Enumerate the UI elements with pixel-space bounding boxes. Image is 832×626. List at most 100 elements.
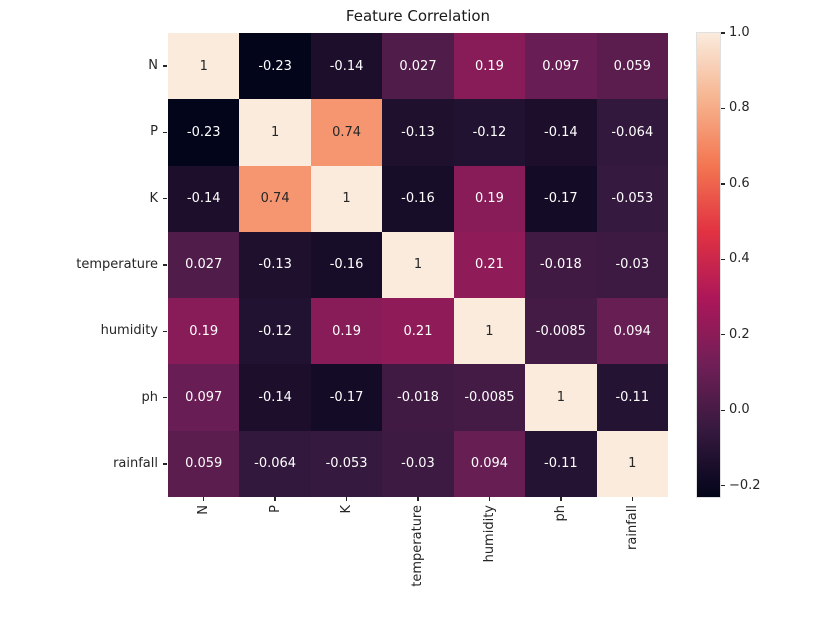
cell-value: -0.03 [615, 257, 650, 273]
x-tick-mark [274, 497, 276, 501]
cell-value: -0.14 [186, 191, 221, 207]
colorbar-tick-label: 1.0 [729, 25, 750, 40]
cell-value: 0.74 [260, 191, 290, 207]
colorbar-tick-mark [721, 409, 725, 411]
cell-value: 0.059 [613, 58, 651, 74]
heatmap-cell: 0.19 [168, 298, 240, 365]
heatmap-cell: -0.23 [168, 99, 240, 166]
y-tick-label: temperature [76, 257, 158, 272]
cell-value: 0.19 [189, 323, 219, 339]
cell-value: 1 [628, 456, 637, 472]
heatmap-cell: -0.17 [310, 364, 383, 431]
cell-value: 0.19 [474, 191, 504, 207]
heatmap-cell: 1 [168, 33, 240, 100]
x-tick-label-text: ph [553, 505, 569, 522]
heatmap-cell: -0.053 [310, 430, 383, 497]
cell-value: 1 [199, 58, 208, 74]
heatmap-cell: 1 [596, 430, 668, 497]
x-tick-label: K [311, 505, 382, 595]
heatmap-cell: -0.11 [596, 364, 668, 431]
colorbar-tick-mark [721, 484, 725, 487]
cell-value: -0.03 [401, 456, 435, 472]
heatmap-cell: 1 [310, 165, 383, 232]
heatmap-cell: -0.064 [596, 99, 668, 166]
x-tick-label-text: rainfall [624, 505, 640, 550]
heatmap-cell: -0.0085 [453, 364, 526, 431]
cell-value: -0.053 [325, 456, 368, 472]
cell-value: 0.097 [542, 58, 580, 74]
heatmap-cell: 1 [382, 231, 454, 299]
x-tick-mark [488, 497, 491, 501]
heatmap-cell: 0.19 [310, 298, 383, 365]
x-tick-label: ph [525, 505, 596, 595]
heatmap-cell: 0.74 [239, 165, 311, 232]
x-tick-mark [203, 497, 205, 501]
heatmap-grid: 1 -0.23 -0.14 0.027 0.19 0.097 0.059 -0.23 1 0.74… [168, 33, 668, 497]
cell-value: -0.11 [544, 456, 578, 472]
cell-value: 0.094 [470, 456, 509, 472]
cell-value: -0.12 [258, 323, 292, 339]
cell-value: 0.21 [403, 323, 433, 339]
x-tick-label: P [239, 505, 310, 595]
cell-value: 0.21 [474, 257, 504, 273]
cell-value: -0.053 [611, 191, 654, 207]
colorbar-tick-mark [721, 258, 725, 261]
y-tick-mark [163, 131, 167, 134]
heatmap-cell: 0.21 [382, 298, 454, 365]
colorbar-tick-mark [721, 183, 725, 185]
heatmap-cell: 1 [239, 99, 311, 166]
cell-value: -0.23 [186, 124, 221, 140]
heatmap-cell: -0.14 [310, 33, 383, 100]
cell-value: -0.0085 [464, 390, 515, 406]
heatmap-cell: 1 [525, 364, 597, 431]
heatmap-cell: 0.094 [453, 430, 526, 497]
heatmap-cell: 0.19 [453, 165, 526, 232]
cell-value: -0.17 [544, 191, 578, 207]
cell-value: 0.19 [332, 323, 362, 339]
x-tick-label: N [168, 505, 239, 595]
heatmap-cell: -0.064 [239, 430, 311, 497]
heatmap-cell: -0.053 [596, 165, 668, 232]
heatmap-cell: 0.094 [596, 298, 668, 365]
cell-value: -0.14 [329, 58, 364, 74]
cell-value: -0.13 [258, 257, 292, 273]
cell-value: -0.17 [329, 390, 364, 406]
colorbar-gradient [697, 33, 720, 497]
y-tick-label: humidity [100, 323, 158, 339]
heatmap-cell: 0.059 [596, 33, 668, 100]
heatmap-cell: 0.027 [168, 231, 240, 299]
cell-value: -0.064 [254, 456, 297, 472]
cell-value: -0.064 [611, 124, 654, 140]
cell-value: -0.11 [615, 390, 650, 406]
y-tick-label: P [150, 124, 158, 140]
y-tick-mark [163, 65, 167, 67]
cell-value: 0.059 [185, 456, 223, 472]
colorbar-tick-label: −0.2 [729, 477, 761, 493]
x-tick-mark [345, 497, 348, 501]
y-tick-label: N [148, 58, 158, 74]
heatmap-cell: -0.13 [239, 231, 311, 299]
x-tick-label: humidity [454, 505, 525, 595]
heatmap-cell: -0.018 [382, 364, 454, 431]
cell-value: -0.12 [472, 124, 507, 140]
heatmap-cell: 0.19 [453, 33, 526, 100]
heatmap-cell: -0.03 [596, 231, 668, 299]
cell-value: -0.0085 [535, 323, 586, 339]
heatmap-cell: -0.11 [525, 430, 597, 497]
heatmap-cell: -0.17 [525, 165, 597, 232]
cell-value: -0.14 [258, 390, 292, 406]
heatmap-cell: -0.16 [382, 165, 454, 232]
x-tick-label-text: temperature [410, 505, 426, 587]
chart-title: Feature Correlation [345, 7, 491, 25]
x-tick-label: rainfall [597, 505, 668, 595]
x-tick-label-text: K [339, 505, 355, 514]
cell-value: 0.097 [185, 390, 223, 406]
heatmap-cell: -0.14 [239, 364, 311, 431]
heatmap-cell: -0.018 [525, 231, 597, 299]
cell-value: 1 [485, 323, 494, 339]
cell-value: 0.027 [399, 58, 437, 74]
y-tick-mark [163, 264, 167, 266]
cell-value: 0.19 [474, 58, 504, 74]
heatmap-cell: -0.12 [239, 298, 311, 365]
heatmap-cell: 0.097 [525, 33, 597, 100]
